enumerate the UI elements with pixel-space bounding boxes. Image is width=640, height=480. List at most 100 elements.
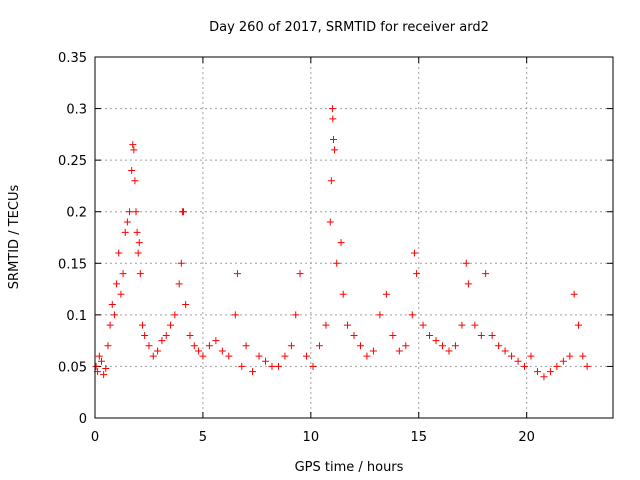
- data-point: [106, 321, 114, 329]
- data-point: [432, 337, 440, 345]
- data-point: [195, 347, 203, 355]
- data-point: [113, 280, 121, 288]
- data-point: [369, 347, 377, 355]
- x-tick-label: 20: [518, 430, 535, 445]
- data-point: [225, 352, 233, 360]
- data-point: [249, 368, 257, 376]
- plot-frame: [94, 56, 614, 419]
- y-tick-label: 0.35: [58, 51, 87, 66]
- data-point: [126, 208, 134, 216]
- y-tick-label: 0.1: [66, 309, 87, 324]
- data-point: [363, 352, 371, 360]
- data-point: [100, 371, 108, 379]
- data-point: [238, 362, 246, 370]
- data-point: [382, 290, 390, 298]
- y-tick-label: 0.05: [58, 360, 87, 375]
- data-point: [158, 337, 166, 345]
- data-point: [167, 321, 175, 329]
- data-point: [546, 368, 554, 376]
- data-point: [133, 228, 141, 236]
- data-point: [402, 342, 410, 350]
- data-point: [242, 342, 250, 350]
- grid: [95, 57, 613, 418]
- data-point: [104, 342, 112, 350]
- data-point: [117, 290, 125, 298]
- data-point: [426, 331, 434, 339]
- data-point: [514, 357, 522, 365]
- data-point: [121, 228, 129, 236]
- data-point: [488, 331, 496, 339]
- axis-ticks: 0 0.05 0.1 0.15 0.2 0.25 0.3 0.35 0 5 10 15 20: [58, 51, 613, 445]
- data-point: [356, 342, 364, 350]
- data-point: [132, 208, 140, 216]
- data-point: [138, 321, 146, 329]
- data-point: [179, 208, 187, 216]
- data-point: [212, 337, 220, 345]
- data-point: [135, 239, 143, 247]
- data-point: [477, 331, 485, 339]
- data-point: [337, 239, 345, 247]
- data-point: [131, 177, 139, 185]
- data-point: [205, 342, 213, 350]
- data-point: [329, 115, 337, 123]
- x-tick-label: 5: [199, 430, 207, 445]
- data-point: [134, 249, 142, 257]
- data-point: [329, 136, 337, 144]
- data-point: [419, 321, 427, 329]
- data-point: [292, 311, 300, 319]
- data-point: [199, 352, 207, 360]
- data-point: [274, 362, 282, 370]
- data-point: [410, 249, 418, 257]
- data-point: [190, 342, 198, 350]
- data-point: [110, 311, 118, 319]
- data-point: [130, 146, 138, 154]
- x-tick-label: 0: [91, 430, 99, 445]
- data-point: [350, 331, 358, 339]
- data-point: [328, 105, 336, 113]
- data-point: [303, 352, 311, 360]
- data-point: [527, 352, 535, 360]
- data-point: [327, 177, 335, 185]
- data-point: [445, 347, 453, 355]
- data-point: [262, 357, 270, 365]
- data-point: [108, 301, 116, 309]
- data-point: [566, 352, 574, 360]
- data-point: [123, 218, 131, 226]
- data-point: [175, 280, 183, 288]
- data-point: [119, 270, 127, 278]
- data-points: [92, 105, 591, 381]
- data-point: [333, 259, 341, 267]
- data-point: [315, 342, 323, 350]
- x-axis-label: GPS time / hours: [295, 460, 404, 475]
- data-point: [458, 321, 466, 329]
- data-point: [92, 362, 100, 370]
- y-tick-label: 0.15: [58, 257, 87, 272]
- data-point: [129, 141, 137, 149]
- data-point: [136, 270, 144, 278]
- data-point: [171, 311, 179, 319]
- data-point: [218, 347, 226, 355]
- data-point: [533, 368, 541, 376]
- data-point: [141, 331, 149, 339]
- data-point: [570, 290, 578, 298]
- data-point: [309, 362, 317, 370]
- data-point: [268, 362, 276, 370]
- data-point: [102, 364, 110, 372]
- data-point: [482, 270, 490, 278]
- data-point: [389, 331, 397, 339]
- data-point: [462, 259, 470, 267]
- data-point: [553, 362, 561, 370]
- data-point: [395, 347, 403, 355]
- data-point: [154, 347, 162, 355]
- data-point: [95, 352, 103, 360]
- data-point: [255, 352, 263, 360]
- chart-title: Day 260 of 2017, SRMTID for receiver ard…: [209, 20, 489, 35]
- data-point: [281, 352, 289, 360]
- data-point: [540, 373, 548, 381]
- data-point: [326, 218, 334, 226]
- data-point: [115, 249, 123, 257]
- y-tick-label: 0.3: [66, 103, 87, 118]
- data-point: [495, 342, 503, 350]
- data-point: [339, 290, 347, 298]
